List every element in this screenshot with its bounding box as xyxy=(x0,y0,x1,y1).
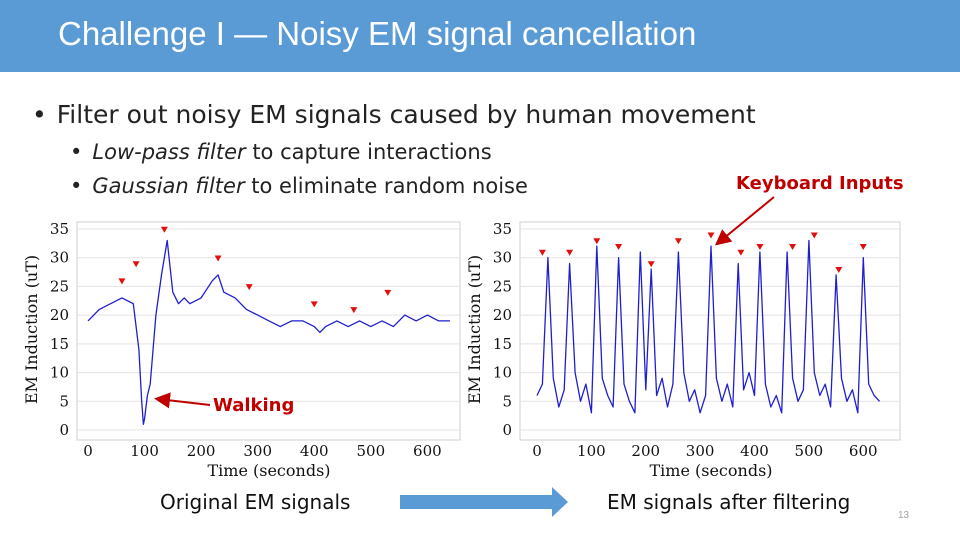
keyboard-arrow xyxy=(714,196,775,246)
x-tick-label: 500 xyxy=(795,442,824,460)
bullet-main: • Filter out noisy EM signals caused by h… xyxy=(32,100,756,129)
y-axis-title: EM Induction (uT) xyxy=(22,255,41,404)
bullet-sub-1: • Low-pass filter to capture interactions xyxy=(70,140,492,164)
x-tick-label: 600 xyxy=(413,442,442,460)
x-axis-title: Time (seconds) xyxy=(207,461,330,480)
bullet-main-text: Filter out noisy EM signals caused by hu… xyxy=(56,100,756,129)
y-tick-label: 35 xyxy=(493,220,512,238)
peak-marker xyxy=(859,243,867,250)
bullet-sub-2: • Gaussian filter to eliminate random noi… xyxy=(70,174,528,198)
y-tick-label: 30 xyxy=(493,249,512,267)
x-tick-label: 200 xyxy=(187,442,216,460)
x-tick-label: 600 xyxy=(849,442,878,460)
y-tick-label: 5 xyxy=(502,392,512,410)
bullet-sub-1-rest: to capture interactions xyxy=(245,140,492,164)
y-tick-label: 0 xyxy=(502,421,512,439)
y-tick-label: 15 xyxy=(493,335,512,353)
peak-marker xyxy=(566,249,574,256)
y-tick-label: 35 xyxy=(50,220,69,238)
bullet-sub-2-italic: Gaussian filter xyxy=(92,174,245,198)
x-tick-label: 100 xyxy=(130,442,159,460)
x-tick-label: 500 xyxy=(356,442,385,460)
peak-marker xyxy=(160,226,168,233)
slide-title: Challenge I — Noisy EM signal cancellati… xyxy=(58,15,697,52)
peak-marker xyxy=(384,289,392,296)
signal-line xyxy=(87,239,450,425)
y-tick-label: 0 xyxy=(59,421,69,439)
walking-label: Walking xyxy=(213,395,295,416)
caption-original: Original EM signals xyxy=(160,490,351,514)
y-tick-label: 15 xyxy=(50,335,69,353)
keyboard-inputs-label: Keyboard Inputs xyxy=(736,173,904,194)
peak-marker xyxy=(593,238,601,245)
chart-filtered: 0 5 10 15 20 25 30 35 0 100 200 300 400 500 600 Time (s… xyxy=(465,220,901,480)
y-tick-label: 20 xyxy=(50,306,69,324)
peak-marker xyxy=(647,261,655,268)
chart-original: 0 5 10 15 20 25 30 35 0 100 200 300 400 500 600 Time (s… xyxy=(22,220,461,480)
y-tick-label: 5 xyxy=(59,392,69,410)
y-axis-title: EM Induction (uT) xyxy=(465,255,484,404)
transition-arrow-icon xyxy=(400,487,568,517)
peak-marker xyxy=(756,243,764,250)
peak-marker xyxy=(674,238,682,245)
x-tick-label: 0 xyxy=(83,442,93,460)
peak-marker xyxy=(118,278,126,285)
page-number: 13 xyxy=(898,510,910,521)
y-tick-label: 25 xyxy=(50,277,69,295)
peak-marker xyxy=(350,307,358,314)
peak-marker xyxy=(810,232,818,239)
walking-arrow xyxy=(154,392,211,409)
peak-marker xyxy=(707,232,715,239)
peak-marker xyxy=(245,284,253,291)
bullet-dot-icon: • xyxy=(70,174,83,198)
peak-marker xyxy=(310,301,318,308)
y-tick-label: 30 xyxy=(50,249,69,267)
bullet-sub-2-rest: to eliminate random noise xyxy=(244,174,528,198)
peak-marker xyxy=(538,249,546,256)
peak-marker xyxy=(132,261,140,268)
peak-marker xyxy=(615,243,623,250)
bullet-dot-icon: • xyxy=(70,140,83,164)
peak-marker xyxy=(835,266,843,273)
peak-marker xyxy=(789,243,797,250)
x-axis-title: Time (seconds) xyxy=(649,461,772,480)
x-tick-label: 200 xyxy=(631,442,660,460)
x-tick-label: 300 xyxy=(243,442,272,460)
y-tick-label: 25 xyxy=(493,277,512,295)
y-tick-label: 20 xyxy=(493,306,512,324)
signal-line xyxy=(536,239,881,414)
x-tick-label: 100 xyxy=(577,442,606,460)
x-tick-label: 300 xyxy=(686,442,715,460)
bullet-sub-1-italic: Low-pass filter xyxy=(92,140,246,164)
y-tick-label: 10 xyxy=(50,364,69,382)
x-tick-label: 0 xyxy=(532,442,542,460)
plot-area xyxy=(519,221,901,441)
x-tick-label: 400 xyxy=(300,442,329,460)
caption-filtered: EM signals after filtering xyxy=(607,490,851,514)
peak-marker xyxy=(737,249,745,256)
x-tick-label: 400 xyxy=(740,442,769,460)
plot-area xyxy=(76,221,461,441)
title-bar: Challenge I — Noisy EM signal cancellati… xyxy=(0,0,960,72)
bullet-dot-icon: • xyxy=(32,100,47,129)
y-tick-label: 10 xyxy=(493,364,512,382)
peak-marker xyxy=(214,255,222,262)
